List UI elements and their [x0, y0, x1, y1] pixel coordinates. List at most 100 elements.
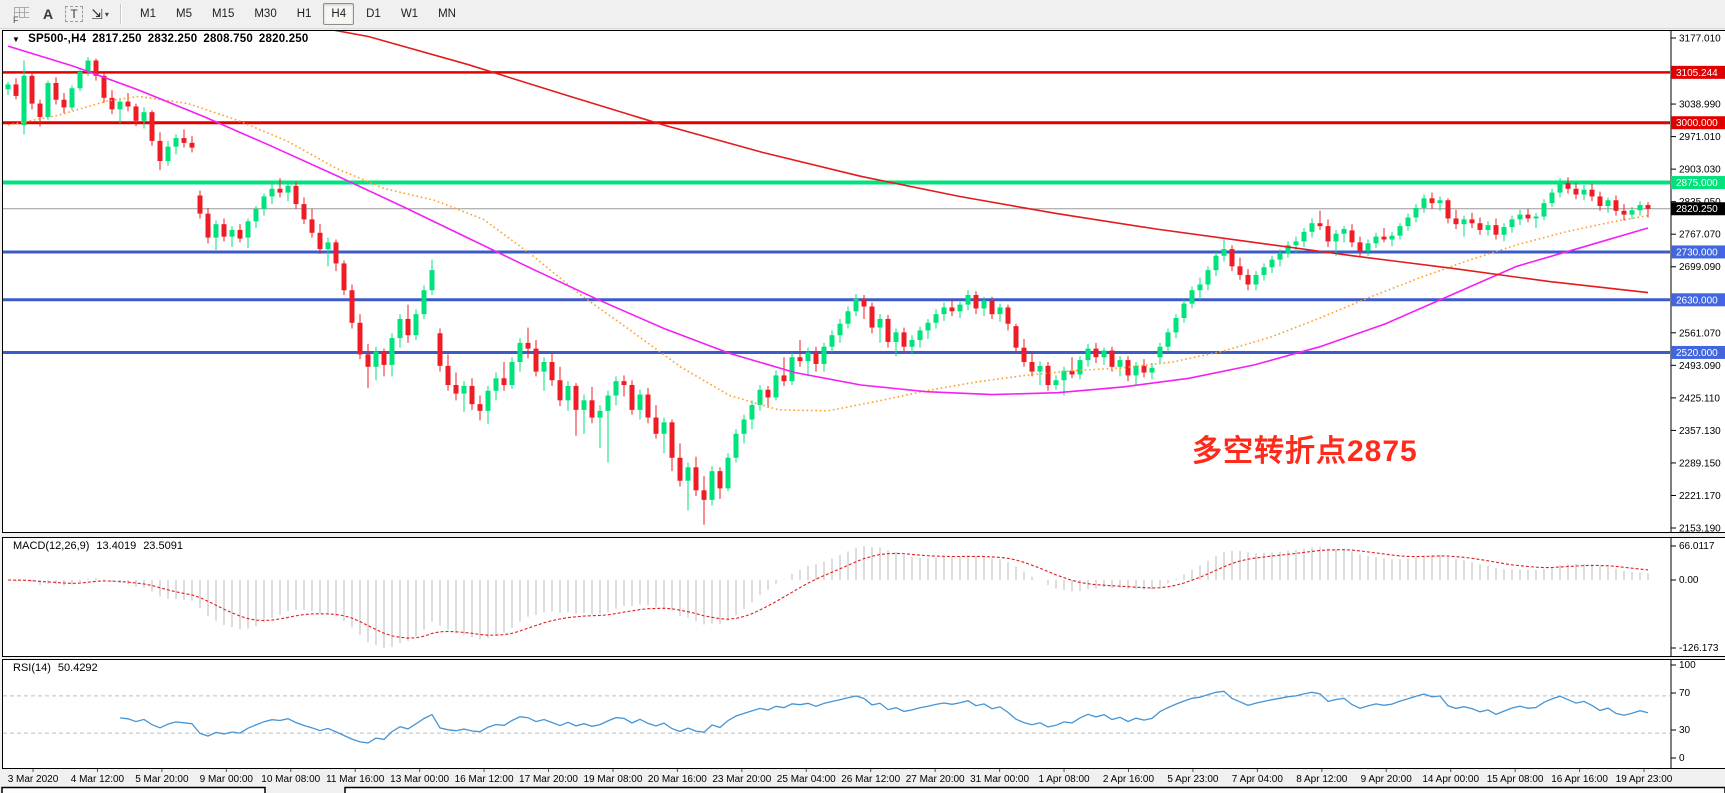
- font-a-icon: A: [42, 6, 54, 22]
- bottom-window-strip: [1, 786, 1725, 793]
- svg-text:8 Apr 12:00: 8 Apr 12:00: [1296, 774, 1348, 785]
- taskbar-button[interactable]: [1, 786, 266, 793]
- svg-text:14 Apr 00:00: 14 Apr 00:00: [1422, 774, 1479, 785]
- symbol-dropdown-icon[interactable]: ▼: [12, 34, 21, 44]
- toolbar-separator: [120, 4, 122, 24]
- svg-text:17 Mar 20:00: 17 Mar 20:00: [519, 774, 578, 785]
- rsi-indicator-label: RSI(14) 50.4292: [13, 662, 98, 674]
- svg-text:2561.070: 2561.070: [1679, 328, 1721, 339]
- svg-text:5 Mar 20:00: 5 Mar 20:00: [135, 774, 189, 785]
- macd-panel: [2, 537, 1725, 657]
- svg-text:4 Mar 12:00: 4 Mar 12:00: [71, 774, 125, 785]
- macd-main-value: 13.4019: [96, 540, 137, 552]
- rsi-value: 50.4292: [57, 662, 98, 674]
- rsi-plot: [3, 690, 1670, 744]
- macd-signal-value: 23.5091: [143, 540, 183, 552]
- svg-text:31 Mar 00:00: 31 Mar 00:00: [970, 774, 1029, 785]
- rsi-name: RSI(14): [13, 662, 51, 674]
- svg-text:30: 30: [1679, 725, 1691, 736]
- text-label-tool-button[interactable]: T: [62, 2, 86, 26]
- macd-name: MACD(12,26,9): [13, 540, 90, 552]
- rsi-line: [119, 690, 1649, 744]
- taskbar-button[interactable]: [344, 786, 1725, 793]
- timeframe-h4-button[interactable]: H4: [323, 3, 355, 25]
- svg-text:15 Apr 08:00: 15 Apr 08:00: [1487, 774, 1544, 785]
- svg-text:2 Apr 16:00: 2 Apr 16:00: [1103, 774, 1155, 785]
- svg-text:16 Mar 12:00: 16 Mar 12:00: [455, 774, 514, 785]
- svg-text:2903.030: 2903.030: [1679, 165, 1721, 176]
- svg-text:70: 70: [1679, 688, 1691, 699]
- timeframe-d1-button[interactable]: D1: [366, 8, 381, 20]
- svg-text:9 Apr 20:00: 9 Apr 20:00: [1361, 774, 1413, 785]
- svg-text:2820.250: 2820.250: [1676, 204, 1718, 215]
- text-label-icon: T: [65, 6, 83, 22]
- ma-mid-magenta: [7, 45, 1649, 396]
- svg-text:23 Mar 20:00: 23 Mar 20:00: [712, 774, 771, 785]
- svg-text:-126.173: -126.173: [1679, 643, 1719, 654]
- svg-text:3177.010: 3177.010: [1679, 34, 1721, 45]
- arrows-tool-button[interactable]: ⇲ ▾: [88, 2, 112, 26]
- svg-text:2630.000: 2630.000: [1676, 295, 1718, 306]
- svg-text:2767.070: 2767.070: [1679, 230, 1721, 241]
- svg-text:0: 0: [1679, 753, 1685, 764]
- price-panel: [2, 30, 1725, 533]
- ohlc-close: 2820.250: [258, 33, 309, 45]
- svg-text:3038.990: 3038.990: [1679, 100, 1721, 111]
- svg-text:11 Mar 16:00: 11 Mar 16:00: [326, 774, 385, 785]
- svg-text:9 Mar 00:00: 9 Mar 00:00: [200, 774, 254, 785]
- indicators-grid-button[interactable]: F: [10, 2, 34, 26]
- svg-text:19 Apr 23:00: 19 Apr 23:00: [1616, 774, 1673, 785]
- svg-text:2357.130: 2357.130: [1679, 426, 1721, 437]
- svg-text:0.00: 0.00: [1679, 575, 1699, 586]
- timeframe-w1-button[interactable]: W1: [400, 8, 419, 20]
- svg-text:16 Apr 16:00: 16 Apr 16:00: [1551, 774, 1608, 785]
- svg-text:2221.170: 2221.170: [1679, 491, 1721, 502]
- svg-text:2971.010: 2971.010: [1679, 132, 1721, 143]
- timeframe-m5-button[interactable]: M5: [175, 8, 192, 20]
- timeframe-m1-button[interactable]: M1: [140, 8, 156, 20]
- chevron-down-icon: ▾: [104, 9, 109, 19]
- time-axis[interactable]: 3 Mar 2020 4 Mar 12:00 5 Mar 20:00 9 Mar 00…: [8, 769, 1673, 785]
- symbol-period-label: SP500-,H4: [28, 33, 87, 45]
- timeframe-mn-button[interactable]: MN: [438, 8, 456, 20]
- svg-text:3105.244: 3105.244: [1676, 68, 1718, 79]
- rsi-panel: [2, 659, 1725, 769]
- moving-averages: [7, 31, 1649, 412]
- horizontal-levels[interactable]: [3, 71, 1671, 354]
- macd-indicator-label: MACD(12,26,9) 13.4019 23.5091: [13, 540, 183, 552]
- timeframe-button-group: M1 M5 M15 M30 H1 H4 D1 W1 MN: [130, 3, 466, 25]
- svg-text:26 Mar 12:00: 26 Mar 12:00: [841, 774, 900, 785]
- arrows-icon: ⇲: [91, 5, 103, 22]
- svg-text:19 Mar 08:00: 19 Mar 08:00: [583, 774, 642, 785]
- svg-text:2153.190: 2153.190: [1679, 524, 1721, 535]
- chart-title: ▼ SP500-,H4 2817.250 2832.250 2808.750 2…: [12, 33, 309, 45]
- timeframe-m30-button[interactable]: M30: [254, 8, 277, 20]
- ma-fast-orange: [7, 95, 1649, 412]
- candlestick-series: [5, 57, 1651, 525]
- svg-text:2520.000: 2520.000: [1676, 348, 1718, 359]
- ohlc-high: 2832.250: [147, 33, 198, 45]
- svg-text:1 Apr 08:00: 1 Apr 08:00: [1038, 774, 1090, 785]
- svg-text:10 Mar 08:00: 10 Mar 08:00: [261, 774, 320, 785]
- price-axis[interactable]: 3177.0103038.9902971.0102903.0302835.050…: [1671, 34, 1725, 765]
- svg-text:2493.090: 2493.090: [1679, 361, 1721, 372]
- svg-text:7 Apr 04:00: 7 Apr 04:00: [1232, 774, 1284, 785]
- svg-text:100: 100: [1679, 660, 1696, 671]
- grid-icon: F: [12, 5, 32, 25]
- svg-text:66.0117: 66.0117: [1679, 541, 1715, 552]
- svg-text:20 Mar 16:00: 20 Mar 16:00: [648, 774, 707, 785]
- svg-text:2875.000: 2875.000: [1676, 178, 1718, 189]
- ma-slow-red: [334, 31, 1649, 294]
- svg-text:2730.000: 2730.000: [1676, 247, 1718, 258]
- svg-text:5 Apr 23:00: 5 Apr 23:00: [1167, 774, 1219, 785]
- font-tool-button[interactable]: A: [36, 2, 60, 26]
- ohlc-open: 2817.250: [92, 33, 142, 45]
- svg-text:13 Mar 00:00: 13 Mar 00:00: [390, 774, 449, 785]
- timeframe-h1-button[interactable]: H1: [296, 8, 312, 20]
- macd-signal-line: [7, 549, 1649, 639]
- svg-text:3000.000: 3000.000: [1676, 118, 1718, 129]
- svg-text:2699.090: 2699.090: [1679, 262, 1721, 273]
- timeframe-m15-button[interactable]: M15: [211, 8, 235, 20]
